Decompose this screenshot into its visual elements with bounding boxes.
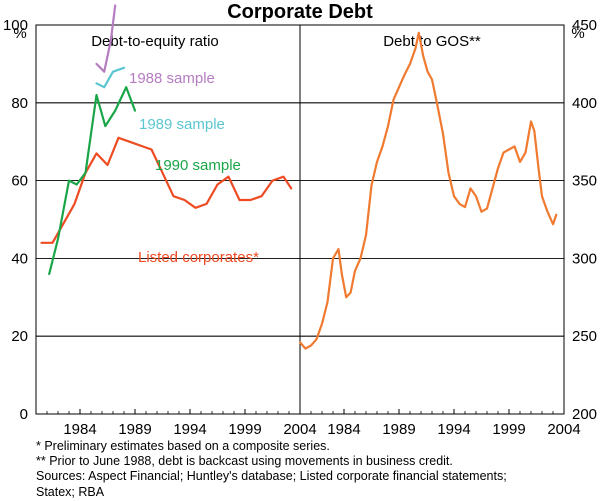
y-tick-label: 450 (572, 17, 597, 34)
x-tick-label: 2004 (283, 421, 316, 438)
right-y-unit: % (571, 25, 584, 42)
annotation-listed-corporates: Listed corporates* (138, 249, 259, 266)
footnote-preliminary: * Preliminary estimates based on a compo… (36, 439, 330, 453)
series-line-1988-sample (95, 4, 117, 73)
left-y-unit: % (13, 25, 26, 42)
x-tick-label: 1999 (492, 421, 525, 438)
y-tick-label: 350 (572, 173, 597, 190)
y-tick-label: 80 (11, 95, 28, 112)
y-tick-label: 200 (572, 406, 597, 423)
x-tick-label: 1999 (228, 421, 261, 438)
footnote-backcast: ** Prior to June 1988, debt is backcast … (36, 454, 453, 469)
y-tick-label: 250 (572, 328, 597, 345)
annotation-1988-sample: 1988 sample (129, 70, 215, 87)
x-tick-label: 1984 (327, 421, 360, 438)
y-tick-label: 60 (11, 173, 28, 190)
y-tick-label: 400 (572, 95, 597, 112)
x-tick-label: 1994 (437, 421, 470, 438)
x-tick-label: 1989 (382, 421, 415, 438)
y-tick-label: 300 (572, 250, 597, 267)
series-line-1990-sample (48, 86, 137, 276)
x-tick-label: 1994 (173, 421, 206, 438)
chart-title: Corporate Debt (227, 1, 373, 23)
y-tick-label: 100 (3, 17, 28, 34)
left-panel-title: Debt-to-equity ratio (91, 33, 219, 50)
right-panel-title: Debt to GOS** (383, 33, 481, 50)
series-line-listed-corporates (40, 136, 293, 244)
x-tick-label: 2004 (547, 421, 580, 438)
series-lines (40, 4, 558, 350)
series-line-1989-sample (95, 66, 126, 89)
axis-ticks: 0 20 40 60 80 100 1984 1989 1994 1999 200 250 300 350… (3, 17, 597, 438)
annotation-1989-sample: 1989 sample (139, 116, 225, 133)
footnote-sources-cont: Statex; RBA (36, 484, 105, 499)
x-tick-label: 1984 (63, 421, 96, 438)
y-tick-label: 20 (11, 328, 28, 345)
y-tick-label: 40 (11, 250, 28, 267)
y-tick-label: 0 (20, 406, 28, 423)
footnote-sources: Sources: Aspect Financial; Huntley's dat… (36, 469, 507, 484)
footnotes: * Preliminary estimates based on a compo… (36, 439, 596, 500)
x-tick-label: 1989 (118, 421, 151, 438)
gridlines (36, 102, 564, 337)
annotation-1990-sample: 1990 sample (155, 157, 241, 174)
series-line-debt-to-gos (298, 31, 558, 350)
